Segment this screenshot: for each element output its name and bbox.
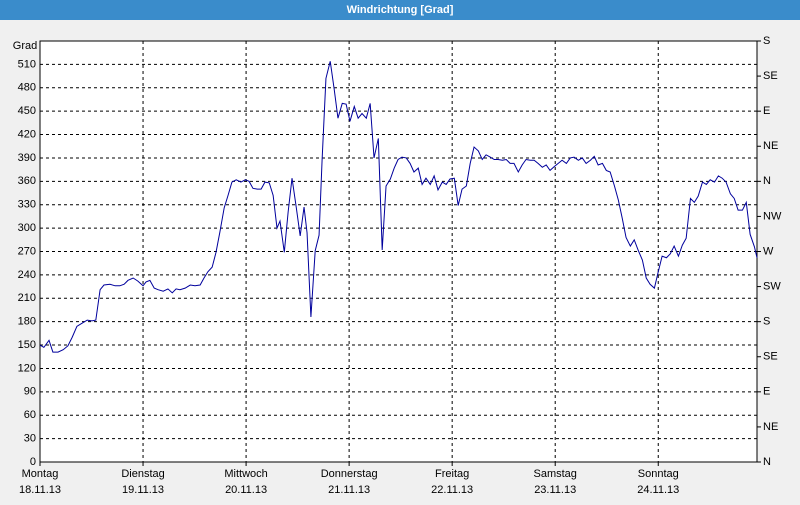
x-tick-date: 24.11.13 xyxy=(637,484,679,496)
y-tick-label: 210 xyxy=(18,292,36,304)
y-tick-label: 360 xyxy=(18,175,36,187)
y2-tick-label: E xyxy=(763,105,770,117)
y-tick-label: 300 xyxy=(18,222,36,234)
y2-tick-label: NW xyxy=(763,210,782,222)
x-tick-date: 21.11.13 xyxy=(328,484,370,496)
y2-tick-label: NE xyxy=(763,421,778,433)
x-tick-label: Dienstag xyxy=(121,468,164,480)
y-tick-label: 480 xyxy=(18,82,36,94)
y2-tick-label: S xyxy=(763,316,770,328)
y2-tick-label: SE xyxy=(763,70,778,82)
y-tick-label: 150 xyxy=(18,339,36,351)
y2-tick-label: SW xyxy=(763,280,781,292)
x-tick-date: 18.11.13 xyxy=(19,484,61,496)
y2-tick-label: NE xyxy=(763,140,778,152)
x-tick-date: 22.11.13 xyxy=(431,484,473,496)
chart-title: Windrichtung [Grad] xyxy=(347,4,454,16)
y2-tick-label: S xyxy=(763,35,770,47)
y2-tick-label: SE xyxy=(763,351,778,363)
x-tick-label: Mittwoch xyxy=(224,468,267,480)
x-tick-label: Donnerstag xyxy=(321,468,378,480)
y-tick-label: 30 xyxy=(24,433,36,445)
y-tick-label: 90 xyxy=(24,386,36,398)
x-tick-label: Freitag xyxy=(435,468,469,480)
x-tick-label: Sonntag xyxy=(638,468,679,480)
y2-tick-label: E xyxy=(763,386,770,398)
y-tick-label: 510 xyxy=(18,58,36,70)
y-tick-label: 420 xyxy=(18,128,36,140)
y-tick-label: 120 xyxy=(18,362,36,374)
x-tick-date: 19.11.13 xyxy=(122,484,164,496)
plot-area xyxy=(39,40,758,463)
y-tick-label: 240 xyxy=(18,269,36,281)
y-tick-label: 180 xyxy=(18,316,36,328)
y-tick-label: 0 xyxy=(30,456,36,468)
y-tick-label: 60 xyxy=(24,409,36,421)
x-tick-date: 23.11.13 xyxy=(534,484,576,496)
x-tick-label: Montag xyxy=(22,468,59,480)
y-axis-label: Grad xyxy=(13,40,37,52)
y-tick-label: 330 xyxy=(18,199,36,211)
data-line xyxy=(39,61,758,353)
x-tick-label: Samstag xyxy=(533,468,576,480)
y-tick-label: 270 xyxy=(18,245,36,257)
y2-tick-label: N xyxy=(763,175,771,187)
title-bar xyxy=(0,0,800,20)
y2-tick-label: N xyxy=(763,456,771,468)
y-tick-label: 450 xyxy=(18,105,36,117)
x-tick-date: 20.11.13 xyxy=(225,484,267,496)
y2-tick-label: W xyxy=(763,245,774,257)
y-tick-label: 390 xyxy=(18,152,36,164)
